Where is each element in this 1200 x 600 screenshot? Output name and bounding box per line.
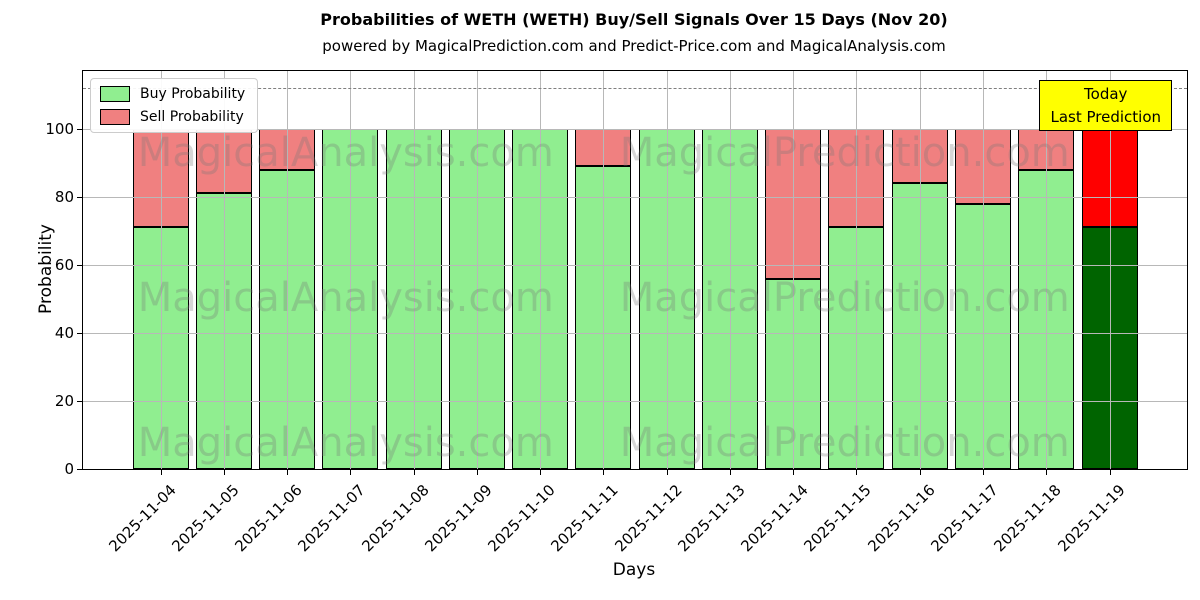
y-tick	[77, 469, 83, 470]
y-tick	[77, 128, 83, 130]
x-tick-label: 2025-11-06	[231, 481, 306, 556]
watermark-text: MagicalPrediction.com	[619, 129, 1070, 176]
y-tick	[77, 196, 83, 198]
x-tick-label: 2025-11-05	[168, 481, 243, 556]
v-gridline	[666, 71, 668, 469]
x-tick	[1046, 469, 1048, 475]
x-tick	[1109, 469, 1111, 475]
legend: Buy Probability Sell Probability	[90, 78, 259, 133]
legend-label-sell: Sell Probability	[140, 109, 244, 125]
v-gridline	[413, 71, 415, 469]
sell-probability-swatch	[100, 109, 130, 125]
x-tick-label: 2025-11-19	[1053, 481, 1129, 556]
x-tick-label: 2025-11-14	[737, 481, 812, 556]
x-tick	[223, 469, 225, 475]
y-tick-label: 100	[45, 119, 74, 138]
x-tick	[919, 469, 921, 475]
y-tick-label: 0	[64, 460, 74, 478]
legend-item-sell: Sell Probability	[100, 109, 245, 125]
y-tick-label: 40	[54, 323, 74, 342]
v-gridline	[160, 71, 162, 469]
x-tick	[982, 469, 984, 475]
x-tick-label: 2025-11-11	[547, 481, 623, 556]
h-gridline	[83, 264, 1187, 266]
h-gridline	[83, 128, 1187, 130]
x-tick-label: 2025-11-18	[990, 481, 1065, 556]
x-tick	[413, 469, 415, 475]
chart-title: Probabilities of WETH (WETH) Buy/Sell Si…	[320, 10, 948, 29]
x-tick-label: 2025-11-17	[927, 481, 1002, 556]
v-gridline	[856, 71, 858, 469]
x-tick	[476, 469, 478, 475]
watermark-text: MagicalPrediction.com	[619, 420, 1070, 467]
watermark-text: MagicalAnalysis.com	[137, 420, 554, 467]
v-gridline	[223, 71, 225, 469]
today-annotation: Today Last Prediction	[1039, 80, 1172, 131]
watermark-text: MagicalPrediction.com	[619, 274, 1070, 321]
v-gridline	[603, 71, 605, 469]
y-tick-label: 80	[54, 187, 74, 206]
chart-subtitle: powered by MagicalPrediction.com and Pre…	[322, 37, 946, 55]
v-gridline	[1046, 71, 1048, 469]
v-gridline	[793, 71, 795, 469]
y-tick-label: 60	[54, 255, 74, 274]
y-tick	[77, 264, 83, 266]
v-gridline	[540, 71, 542, 469]
legend-item-buy: Buy Probability	[100, 86, 245, 102]
x-tick-label: 2025-11-07	[294, 481, 370, 556]
h-gridline	[83, 332, 1187, 334]
v-gridline	[476, 71, 478, 469]
v-gridline	[919, 71, 921, 469]
x-tick-label: 2025-11-04	[104, 481, 180, 556]
v-gridline	[287, 71, 289, 469]
x-tick	[793, 469, 795, 475]
watermark-text: MagicalAnalysis.com	[137, 129, 554, 176]
y-tick	[77, 400, 83, 402]
x-tick	[160, 469, 162, 475]
x-tick	[603, 469, 605, 475]
x-tick	[729, 469, 731, 475]
v-gridline	[350, 71, 352, 469]
watermark-text: MagicalAnalysis.com	[137, 274, 554, 321]
v-gridline	[1109, 71, 1111, 469]
today-annotation-line2: Last Prediction	[1050, 107, 1161, 126]
v-gridline	[982, 71, 984, 469]
x-tick	[350, 469, 352, 475]
x-tick	[856, 469, 858, 475]
legend-label-buy: Buy Probability	[140, 86, 246, 102]
plot-area: Buy Probability Sell Probability Today L…	[45, 70, 1188, 555]
y-tick-label: 20	[54, 391, 74, 410]
y-tick	[77, 332, 83, 334]
x-tick-label: 2025-11-12	[610, 481, 686, 556]
x-tick-label: 2025-11-09	[421, 481, 496, 556]
h-gridline	[83, 400, 1187, 402]
x-tick	[666, 469, 668, 475]
x-tick-label: 2025-11-10	[484, 481, 559, 556]
x-tick-label: 2025-11-16	[864, 481, 939, 556]
x-axis-label: Days	[612, 560, 656, 580]
x-tick	[540, 469, 542, 475]
buy-probability-swatch	[100, 86, 130, 102]
x-tick-label: 2025-11-15	[800, 481, 876, 556]
x-tick-label: 2025-11-13	[674, 481, 749, 556]
x-tick-label: 2025-11-08	[357, 481, 433, 556]
x-tick	[287, 469, 289, 475]
today-annotation-line1: Today	[1084, 85, 1128, 103]
dashed-threshold-line	[83, 88, 1187, 89]
y-axis-label: Probability	[36, 224, 56, 314]
v-gridline	[729, 71, 731, 469]
h-gridline	[83, 196, 1187, 198]
